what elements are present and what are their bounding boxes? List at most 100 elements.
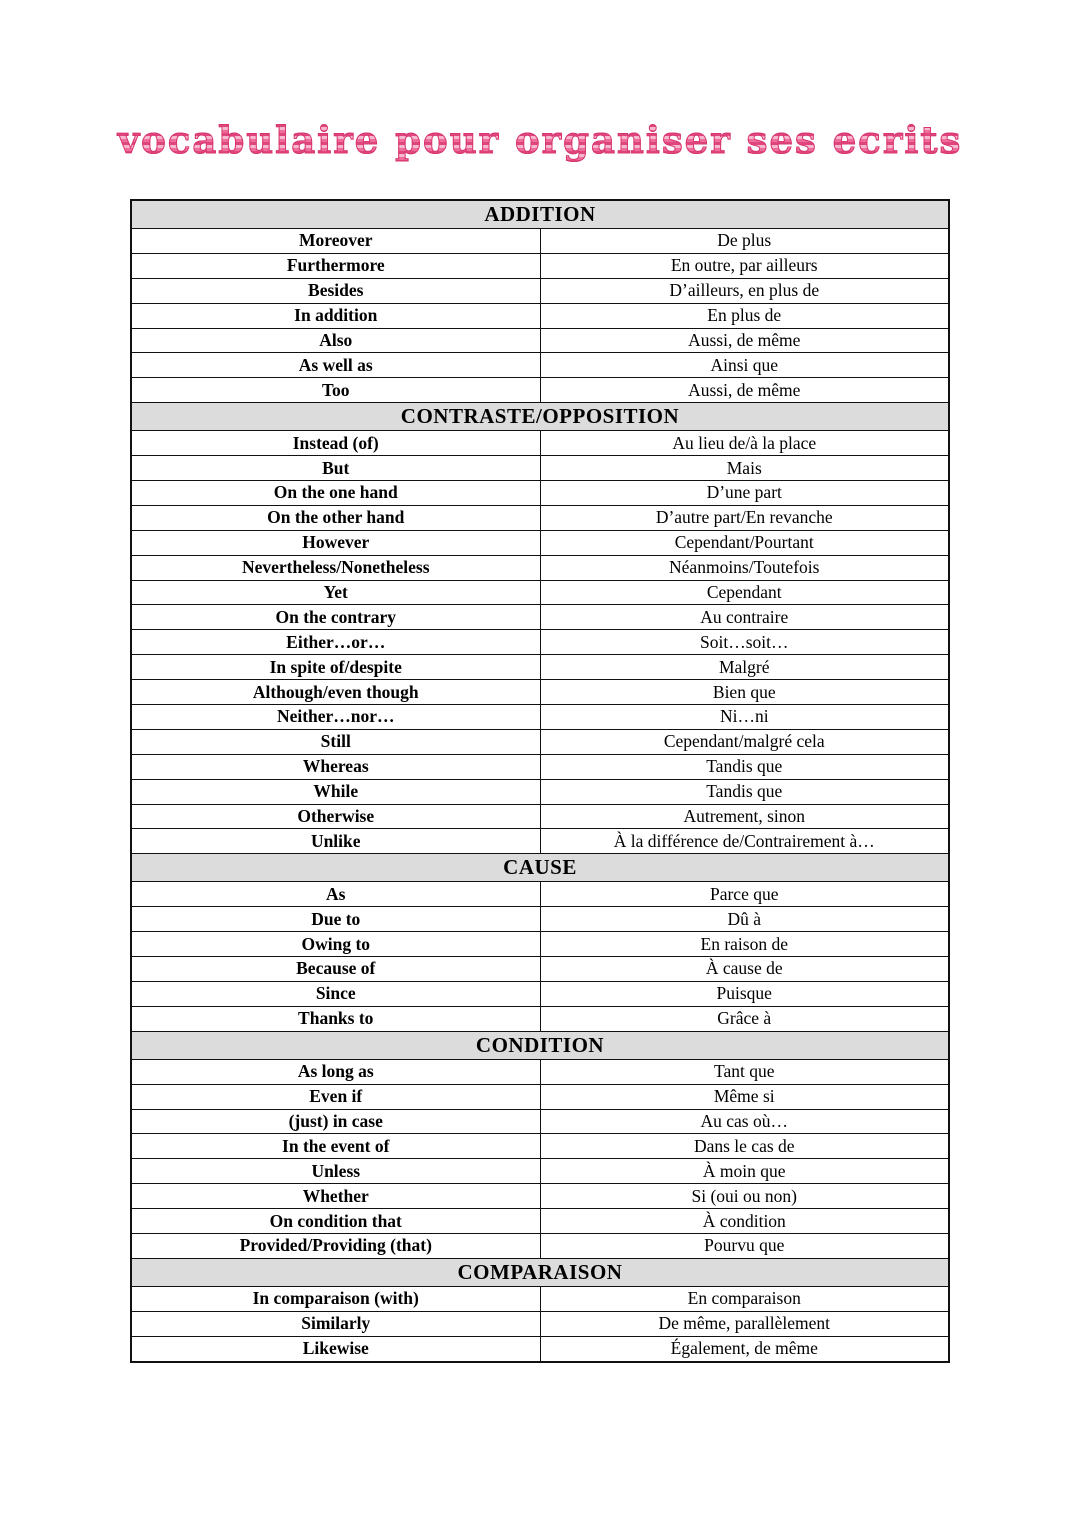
french-translation: De même, parallèlement: [539, 1310, 950, 1337]
french-translation: D’ailleurs, en plus de: [539, 277, 950, 304]
french-translation: Cependant: [539, 579, 950, 606]
french-translation: Parce que: [539, 881, 950, 908]
french-translation: En comparaison: [539, 1285, 950, 1312]
section-row-cause: CAUSE: [130, 853, 950, 883]
french-translation: Au contraire: [539, 604, 950, 631]
french-translation: Au lieu de/à la place: [539, 430, 950, 457]
english-term: As well as: [130, 352, 541, 379]
french-translation: D’une part: [539, 480, 950, 506]
french-translation: Tandis que: [539, 753, 950, 780]
table-row: Either…or… Soit…soit…: [130, 629, 950, 656]
table-row: As well as Ainsi que: [130, 352, 950, 379]
french-translation: Cependant/malgré cela: [539, 728, 950, 755]
english-term: Unlike: [130, 828, 541, 855]
table-row: Likewise Également, de même: [130, 1335, 950, 1363]
french-translation: À condition: [539, 1208, 950, 1234]
section-header-contraste-opposition: CONTRASTE/OPPOSITION: [130, 402, 950, 432]
table-row: In addition En plus de: [130, 302, 950, 329]
section-header-comparaison: COMPARAISON: [130, 1257, 950, 1287]
table-row: Neither…nor… Ni…ni: [130, 704, 950, 730]
english-term: Although/even though: [130, 679, 541, 706]
french-translation: Néanmoins/Toutefois: [539, 554, 950, 581]
english-term: Furthermore: [130, 252, 541, 279]
table-row: Nevertheless/Nonetheless Néanmoins/Toutef…: [130, 554, 950, 581]
english-term: In the event of: [130, 1133, 541, 1160]
english-term: Owing to: [130, 931, 541, 958]
table-row: In the event of Dans le cas de: [130, 1133, 950, 1160]
english-term: Otherwise: [130, 803, 541, 830]
table-row: On the one hand D’une part: [130, 480, 950, 506]
english-term: In addition: [130, 302, 541, 329]
section-header-cause: CAUSE: [130, 853, 950, 883]
table-row: Because of À cause de: [130, 956, 950, 982]
table-row: While Tandis que: [130, 778, 950, 805]
french-translation: Également, de même: [539, 1335, 950, 1363]
french-translation: Ainsi que: [539, 352, 950, 379]
table-row: Besides D’ailleurs, en plus de: [130, 277, 950, 304]
french-translation: Ni…ni: [539, 704, 950, 730]
french-translation: En raison de: [539, 931, 950, 958]
vocabulary-table: ADDITION Moreover De plus Furthermore En out…: [130, 199, 950, 1363]
french-translation: Même si: [539, 1083, 950, 1110]
english-term: Unless: [130, 1158, 541, 1185]
english-term: Also: [130, 327, 541, 354]
table-row: Unless À moin que: [130, 1158, 950, 1185]
french-translation: En plus de: [539, 302, 950, 329]
table-row: On condition that À condition: [130, 1208, 950, 1234]
english-term: As: [130, 881, 541, 908]
english-term: In comparaison (with): [130, 1285, 541, 1312]
english-term: Neither…nor…: [130, 704, 541, 730]
table-row: Too Aussi, de même: [130, 377, 950, 404]
french-translation: À la différence de/Contrairement à…: [539, 828, 950, 855]
french-translation: Si (oui ou non): [539, 1183, 950, 1210]
french-translation: Soit…soit…: [539, 629, 950, 656]
english-term: Yet: [130, 579, 541, 606]
table-row: Similarly De même, parallèlement: [130, 1310, 950, 1337]
english-term: Thanks to: [130, 1005, 541, 1032]
english-term: On condition that: [130, 1208, 541, 1234]
french-translation: Tandis que: [539, 778, 950, 805]
table-row: On the contrary Au contraire: [130, 604, 950, 631]
english-term: Either…or…: [130, 629, 541, 656]
english-term: However: [130, 529, 541, 556]
french-translation: Au cas où…: [539, 1108, 950, 1135]
english-term: Whereas: [130, 753, 541, 780]
table-row: In spite of/despite Malgré: [130, 654, 950, 681]
section-header-addition: ADDITION: [130, 199, 950, 229]
english-term: On the one hand: [130, 480, 541, 506]
table-row: Even if Même si: [130, 1083, 950, 1110]
vocabulary-table-body: ADDITION Moreover De plus Furthermore En out…: [130, 199, 950, 1363]
french-translation: Bien que: [539, 679, 950, 706]
english-term: But: [130, 455, 541, 482]
section-row-condition: CONDITION: [130, 1030, 950, 1060]
french-translation: Aussi, de même: [539, 327, 950, 354]
table-row: Thanks to Grâce à: [130, 1005, 950, 1032]
table-row: Due to Dû à: [130, 906, 950, 933]
table-row: Unlike À la différence de/Contrairement à…: [130, 828, 950, 855]
english-term: Likewise: [130, 1335, 541, 1363]
french-translation: Dans le cas de: [539, 1133, 950, 1160]
table-row: Owing to En raison de: [130, 931, 950, 958]
french-translation: Grâce à: [539, 1005, 950, 1032]
english-term: Instead (of): [130, 430, 541, 457]
english-term: (just) in case: [130, 1108, 541, 1135]
french-translation: De plus: [539, 228, 950, 254]
english-term: Besides: [130, 277, 541, 304]
table-row: But Mais: [130, 455, 950, 482]
french-translation: Autrement, sinon: [539, 803, 950, 830]
table-row: Whereas Tandis que: [130, 753, 950, 780]
english-term: In spite of/despite: [130, 654, 541, 681]
english-term: Due to: [130, 906, 541, 933]
table-row: Provided/Providing (that) Pourvu que: [130, 1232, 950, 1259]
english-term: As long as: [130, 1058, 541, 1085]
table-row: Since Puisque: [130, 980, 950, 1007]
french-translation: Pourvu que: [539, 1232, 950, 1259]
french-translation: Aussi, de même: [539, 377, 950, 404]
table-row: On the other hand D’autre part/En revanch…: [130, 504, 950, 531]
french-translation: Mais: [539, 455, 950, 482]
french-translation: Dû à: [539, 906, 950, 933]
table-row: As Parce que: [130, 881, 950, 908]
table-row: Instead (of) Au lieu de/à la place: [130, 430, 950, 457]
french-translation: À cause de: [539, 956, 950, 982]
